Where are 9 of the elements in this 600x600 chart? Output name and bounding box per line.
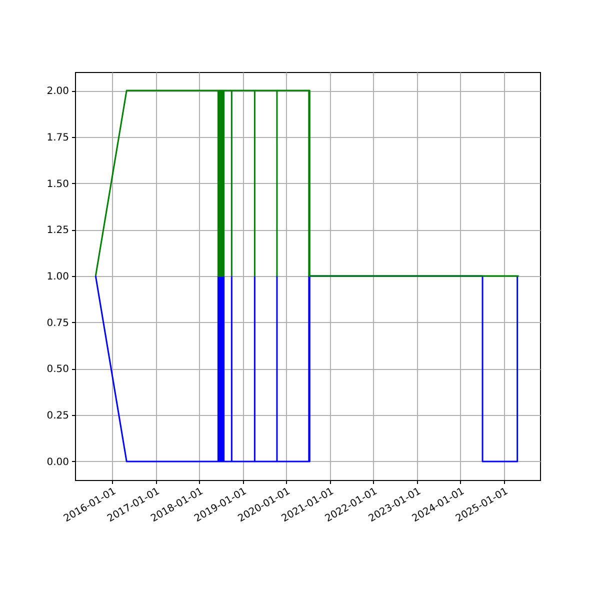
y-tick-label: 1.00 — [46, 272, 69, 282]
y-tick-label: 1.25 — [46, 225, 69, 236]
y-tick-label: 1.50 — [46, 178, 69, 190]
y-tick-label: 0.00 — [46, 456, 69, 468]
y-tick-label: 2.00 — [46, 86, 69, 98]
y-tick-label: 1.75 — [46, 132, 69, 144]
y-tick-label: 0.25 — [46, 410, 69, 422]
y-tick-label: 0.75 — [46, 318, 69, 329]
y-tick-label: 0.50 — [46, 364, 69, 376]
